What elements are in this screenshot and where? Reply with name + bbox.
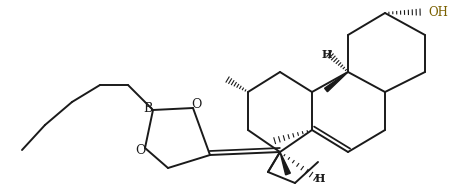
Text: OH: OH xyxy=(428,5,448,18)
Polygon shape xyxy=(280,152,290,175)
Text: H: H xyxy=(315,172,325,184)
Text: B: B xyxy=(143,101,153,114)
Polygon shape xyxy=(325,72,348,92)
Text: O: O xyxy=(135,144,145,157)
Text: H: H xyxy=(322,49,332,61)
Text: O: O xyxy=(191,98,201,111)
